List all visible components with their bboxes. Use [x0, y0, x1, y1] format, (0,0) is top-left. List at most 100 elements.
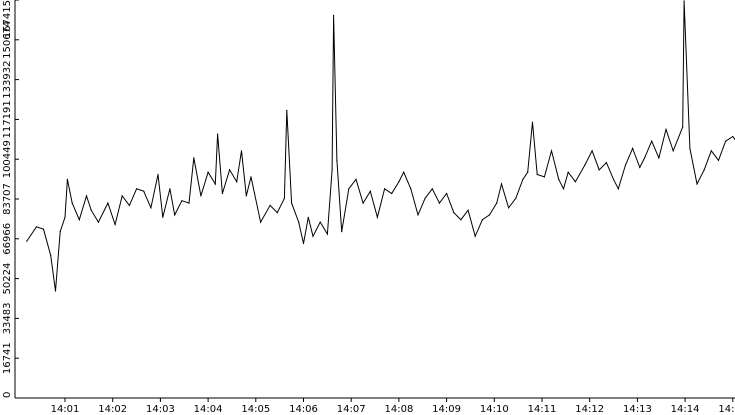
data-point [286, 109, 288, 111]
x-tick-label: 14:15 [718, 404, 735, 415]
data-point [150, 207, 152, 209]
series-line [26, 0, 735, 292]
data-point [460, 219, 462, 221]
data-point [174, 214, 176, 216]
data-point [725, 140, 727, 142]
data-point [639, 166, 641, 168]
data-point [78, 219, 80, 221]
x-tick-label: 14:10 [480, 404, 509, 415]
data-point [467, 209, 469, 211]
data-point [341, 231, 343, 233]
y-tick-label: 83707 [2, 183, 13, 215]
data-point [438, 202, 440, 204]
data-point [391, 192, 393, 195]
data-point [298, 221, 300, 223]
data-point [651, 140, 653, 142]
data-point [50, 254, 52, 256]
data-point [403, 171, 405, 173]
data-point [59, 231, 61, 233]
data-point [682, 126, 684, 128]
data-point [66, 178, 68, 180]
data-point [326, 233, 328, 235]
data-point [348, 188, 350, 190]
y-tick-label: 167415 [2, 0, 13, 38]
data-point [162, 216, 164, 218]
data-point [136, 188, 138, 190]
data-point [355, 178, 357, 180]
data-point [114, 223, 116, 226]
data-point [558, 178, 560, 180]
data-point [71, 202, 73, 204]
x-tick-label: 14:08 [384, 404, 413, 415]
data-point [90, 209, 92, 211]
data-point [260, 221, 262, 223]
data-point [424, 197, 426, 199]
data-point [644, 157, 646, 159]
data-point [672, 150, 674, 152]
data-point [121, 195, 123, 197]
x-tick-label: 14:02 [98, 404, 127, 415]
data-point [562, 188, 565, 190]
data-point [362, 202, 364, 204]
data-point [302, 242, 305, 245]
y-tick-label: 100449 [2, 140, 13, 178]
data-point [732, 135, 734, 138]
x-tick-label: 14:04 [194, 404, 223, 415]
data-point [188, 202, 190, 204]
data-point [584, 164, 586, 166]
data-point [683, 0, 685, 2]
data-point [710, 150, 712, 152]
data-point [276, 212, 278, 214]
data-point [250, 176, 252, 178]
x-tick-label: 14:14 [671, 404, 700, 415]
data-point [384, 188, 386, 190]
data-point [369, 190, 371, 192]
data-point [515, 197, 517, 199]
data-point [26, 240, 28, 242]
x-tick-label: 14:11 [528, 404, 557, 415]
x-axis: 14:01 14:02 14:03 14:04 14:05 14:06 14:07 14:08… [15, 397, 735, 415]
data-point [169, 188, 171, 190]
data-point [207, 171, 209, 173]
data-point [157, 173, 159, 176]
data-point [536, 173, 538, 176]
y-tick-label: 133932 [2, 61, 13, 99]
data-point [200, 195, 202, 197]
data-point [333, 14, 335, 16]
data-point [128, 204, 130, 206]
y-tick-label: 50224 [2, 263, 13, 295]
data-point [64, 216, 66, 218]
data-point [522, 178, 524, 180]
data-point [312, 235, 314, 237]
data-point [319, 221, 321, 223]
data-point [567, 171, 569, 173]
data-point [481, 219, 483, 221]
y-tick-label: 0 [2, 392, 13, 398]
data-point [42, 228, 45, 230]
data-point [496, 202, 498, 204]
x-tick-label: 14:01 [51, 404, 80, 415]
data-point [543, 176, 546, 178]
data-point [376, 216, 378, 218]
data-point [417, 214, 419, 216]
data-point [574, 181, 577, 183]
data-point [245, 195, 247, 197]
data-point [54, 290, 57, 292]
data-point [236, 181, 238, 183]
data-point [398, 181, 400, 183]
y-tick-label: 33483 [2, 302, 13, 334]
data-point [508, 207, 510, 209]
data-point [181, 200, 183, 202]
data-point [221, 192, 223, 195]
data-point [550, 150, 553, 152]
data-point [703, 169, 705, 171]
data-point [410, 188, 412, 190]
data-point [632, 147, 634, 149]
x-tick-label: 14:06 [289, 404, 318, 415]
plot-area [26, 0, 735, 292]
x-tick-label: 14:03 [146, 404, 175, 415]
data-point [591, 150, 593, 152]
data-point [307, 216, 309, 218]
data-point [531, 121, 534, 123]
data-point [624, 164, 627, 166]
